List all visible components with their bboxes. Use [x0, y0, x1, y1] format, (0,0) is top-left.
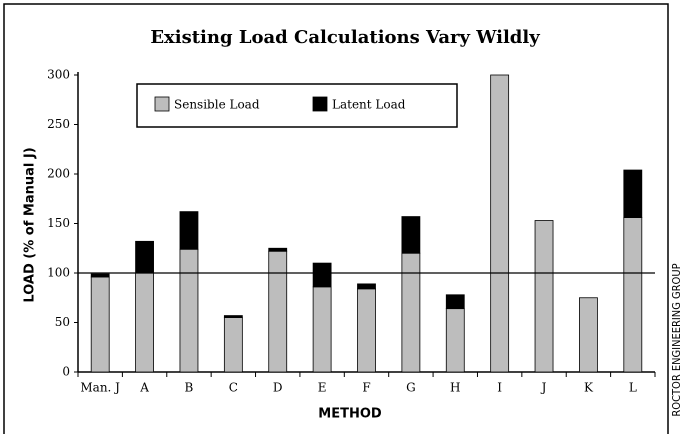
bar-segment: [179, 248, 199, 373]
bar-segment: [223, 315, 243, 318]
credit: ROCTOR ENGINEERING GROUP: [670, 263, 683, 416]
x-tick-label: A: [139, 381, 149, 395]
bar-segment: [401, 252, 421, 373]
bar-segment: [445, 294, 465, 310]
legend-swatch: [312, 96, 328, 112]
bar-segment: [179, 211, 199, 250]
y-tick-label: 150: [47, 216, 70, 230]
bar-segment: [534, 220, 554, 373]
legend-box: [136, 83, 458, 128]
x-tick-label: B: [185, 381, 194, 395]
x-tick-label: G: [406, 381, 416, 395]
x-tick-label: E: [318, 381, 327, 395]
x-tick-label: Man. J: [80, 381, 120, 395]
x-tick-label: K: [584, 381, 594, 395]
chart-title: Existing Load Calculations Vary Wildly: [150, 27, 540, 48]
bar-segment: [579, 297, 598, 373]
x-tick-label: L: [629, 381, 637, 395]
bar-segment: [268, 247, 288, 252]
y-axis-label: LOAD (% of Manual J): [23, 147, 38, 302]
x-axis-label: METHOD: [318, 407, 382, 422]
bar-segment: [312, 286, 332, 373]
bar-segment: [223, 317, 243, 373]
bar-segment: [135, 240, 154, 274]
x-tick-label: H: [450, 381, 460, 395]
y-tick-label: 100: [47, 266, 70, 280]
bar-segment: [90, 273, 110, 278]
bar-segment: [90, 276, 110, 373]
bar-segment: [401, 216, 421, 254]
frame: [3, 3, 669, 434]
bar-segment: [445, 308, 465, 373]
bar-segment: [490, 74, 510, 373]
bar-segment: [357, 288, 376, 373]
bar-segment: [268, 250, 288, 373]
y-tick-label: 50: [55, 315, 70, 329]
y-tick-label: 300: [47, 68, 70, 82]
bar-segment: [135, 272, 154, 373]
bar-segment: [623, 217, 643, 373]
bar-segment: [357, 283, 376, 290]
x-tick-label: J: [540, 381, 547, 395]
y-tick-label: 250: [47, 117, 70, 131]
x-tick-label: I: [497, 381, 502, 395]
legend-label: Latent Load: [332, 98, 406, 112]
bar-segment: [623, 169, 643, 218]
legend-label: Sensible Load: [174, 98, 260, 112]
legend-swatch: [154, 96, 170, 112]
bar-segment: [312, 262, 332, 288]
y-tick-label: 0: [62, 365, 70, 379]
x-tick-label: F: [362, 381, 370, 395]
y-tick-label: 200: [47, 167, 70, 181]
x-tick-label: C: [229, 381, 238, 395]
x-tick-label: D: [273, 381, 283, 395]
